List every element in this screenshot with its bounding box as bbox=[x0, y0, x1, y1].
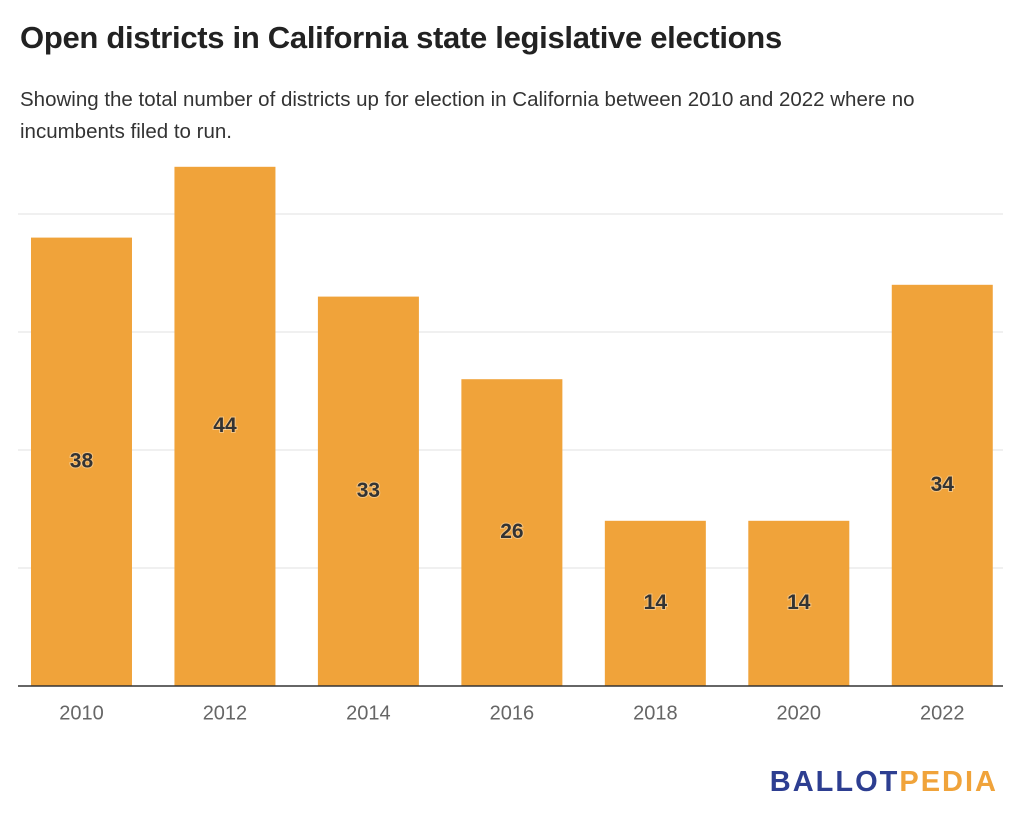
bar bbox=[461, 379, 563, 686]
data-label: 38 bbox=[70, 449, 94, 472]
data-label: 33 bbox=[357, 479, 380, 502]
bar bbox=[174, 166, 276, 687]
logo-part: PEDIA bbox=[899, 766, 998, 798]
chart-subtitle: Showing the total number of districts up… bbox=[20, 88, 915, 143]
x-tick-label: 2018 bbox=[633, 702, 678, 724]
data-label: 26 bbox=[500, 520, 523, 543]
logo: BALLOTPEDIA bbox=[770, 766, 998, 798]
x-tick-label: 2020 bbox=[777, 702, 822, 724]
data-label: 14 bbox=[787, 591, 811, 614]
data-label: 34 bbox=[931, 473, 955, 496]
bar bbox=[748, 520, 850, 686]
x-tick-label: 2012 bbox=[203, 702, 248, 724]
x-tick-label: 2010 bbox=[59, 702, 104, 724]
logo-part: BALLOT bbox=[770, 766, 900, 798]
bar bbox=[30, 237, 132, 686]
bar bbox=[891, 284, 993, 686]
data-label: 44 bbox=[213, 414, 237, 437]
bar bbox=[604, 520, 706, 686]
chart-title: Open districts in California state legis… bbox=[20, 20, 782, 55]
x-tick-label: 2016 bbox=[490, 702, 535, 724]
x-tick-label: 2022 bbox=[920, 702, 965, 724]
bar bbox=[317, 296, 419, 686]
x-tick-label: 2014 bbox=[346, 702, 391, 724]
data-label: 14 bbox=[644, 591, 668, 614]
